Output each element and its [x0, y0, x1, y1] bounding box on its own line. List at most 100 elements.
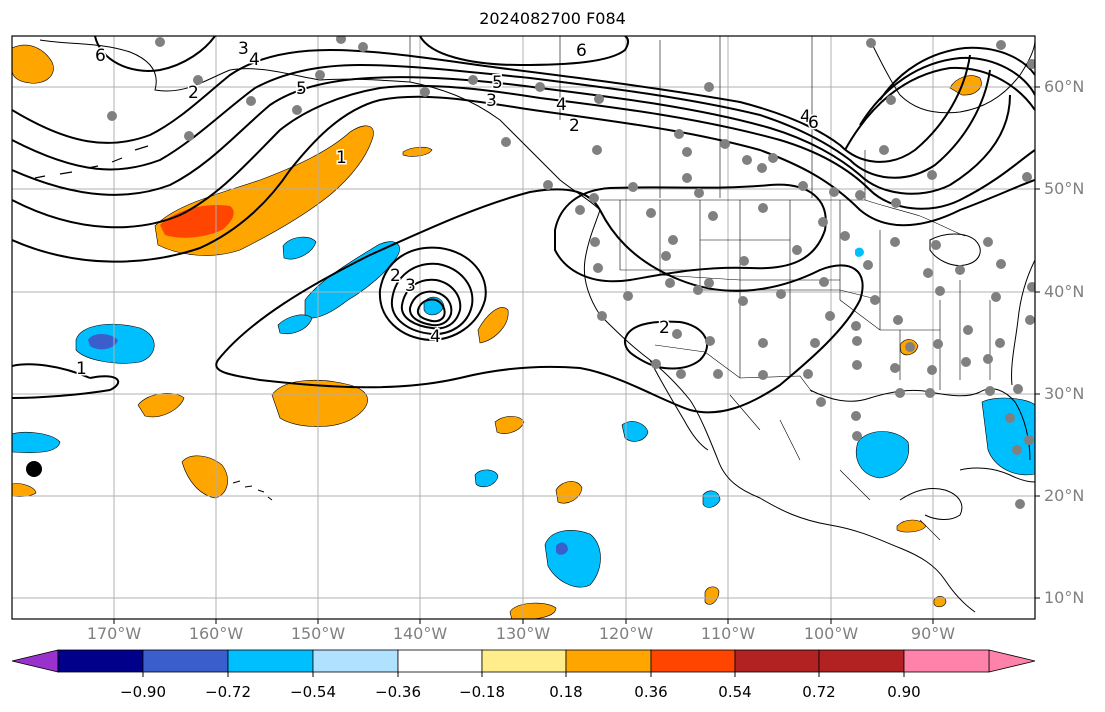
positive-anomaly-northwest [12, 44, 54, 84]
map-title: 2024082700 F084 [479, 9, 626, 28]
colorbar-segment [734, 649, 820, 673]
positive-anomaly-subtropic [494, 416, 525, 434]
mexico-states [729, 394, 941, 541]
contour-label: 2 [188, 83, 199, 103]
hawaii-islands [232, 480, 273, 501]
aleutian-islands [34, 145, 149, 179]
cuba [959, 467, 1035, 483]
contour-label: 5 [492, 73, 503, 93]
strong-negative-anomaly-west [88, 334, 118, 350]
contour-line [390, 262, 474, 336]
positive-anomaly-small-south [933, 596, 947, 608]
negative-anomaly-far-west [12, 431, 61, 453]
contour-label: 4 [800, 107, 811, 127]
state-borders [409, 36, 991, 541]
contour-label: 2 [569, 116, 580, 136]
negative-anomaly-pacific-south [474, 469, 499, 488]
lat-label: 60°N [1044, 77, 1085, 96]
graticule [12, 36, 1035, 619]
negative-anomaly-gulf [856, 431, 910, 479]
colorbar-extend-max [988, 649, 1036, 673]
east-coast [1011, 259, 1035, 386]
black-marker [26, 461, 42, 477]
lon-ticks [113, 619, 934, 624]
station-markers [107, 36, 1035, 509]
colorbar-segment [142, 649, 229, 673]
gulf-coast [809, 388, 1031, 461]
contour-line [378, 246, 487, 342]
west-coast [583, 209, 976, 613]
contour-label: 1 [336, 148, 347, 168]
contour-label: 6 [95, 46, 106, 66]
lon-label: 130°W [495, 624, 551, 643]
positive-anomaly-gulf-alaska [402, 146, 433, 157]
baja-california [649, 359, 709, 451]
strong-negative-anomaly-southern [556, 542, 568, 555]
contour-line [623, 320, 709, 370]
contour-label: 6 [808, 113, 819, 133]
contour-line [400, 278, 462, 330]
contour-line [12, 95, 1035, 263]
lat-ticks [1035, 86, 1040, 599]
lon-label: 160°W [188, 624, 244, 643]
contour-label: 4 [556, 95, 567, 115]
shaded-anomalies [12, 44, 1035, 619]
contour-line [12, 63, 991, 179]
contour-line [12, 363, 120, 399]
lon-label: 90°W [910, 624, 956, 643]
contour-label: 3 [405, 276, 416, 296]
colorbar-segment [57, 649, 144, 673]
colorbar-tick-label: −0.54 [290, 683, 336, 701]
colorbar-segment [227, 649, 314, 673]
positive-anomaly-mexico-coast [704, 586, 720, 605]
colorbar-tick-label: 0.54 [718, 683, 752, 701]
colorbar-tick-label: 0.36 [634, 683, 668, 701]
colorbar-segment [565, 649, 652, 673]
colorbar-tick-label: −0.36 [375, 683, 421, 701]
lat-label: 30°N [1044, 384, 1085, 403]
colorbar-segment [818, 649, 905, 673]
colorbar-segment [481, 649, 567, 673]
canadian-provinces [559, 36, 866, 200]
positive-anomaly-canada-east [949, 75, 982, 96]
contour-line [419, 36, 629, 67]
colorbar-tick-label: −0.18 [459, 683, 505, 701]
lat-label: 10°N [1044, 588, 1085, 607]
lat-label: 50°N [1044, 179, 1085, 198]
colorbar-tick-label: −0.90 [120, 683, 166, 701]
negative-anomaly-small [282, 236, 317, 260]
positive-anomaly-west-edge [12, 483, 37, 497]
contour-label: 2 [659, 318, 670, 338]
contour-label: 4 [430, 327, 441, 347]
contour-line [416, 298, 446, 323]
strong-positive-anomaly [160, 204, 234, 238]
colorbar-tick-label: −0.72 [205, 683, 251, 701]
colorbar-tick-label: 0.72 [802, 683, 836, 701]
contour-line [879, 46, 1035, 101]
contour-line [12, 84, 1035, 229]
lon-label: 110°W [700, 624, 756, 643]
positive-anomaly-bottom [509, 602, 557, 619]
colorbar-segment [903, 649, 990, 673]
contour-label: 6 [576, 41, 587, 61]
lon-label: 120°W [598, 624, 654, 643]
lat-label: 20°N [1044, 486, 1085, 505]
negative-anomaly-florida [981, 397, 1035, 476]
colorbar-segment [650, 649, 736, 673]
colorbar-extend-min [11, 649, 59, 673]
contour-line [12, 76, 1011, 196]
map-plot: 1 1 2 2 2 2 3 3 3 4 4 4 4 5 5 6 6 6 [12, 36, 1035, 619]
contour-line [554, 183, 827, 283]
contour-label: 3 [238, 39, 249, 59]
lon-label: 170°W [86, 624, 142, 643]
lon-label: 100°W [803, 624, 859, 643]
positive-anomaly-south [555, 481, 583, 504]
contour-line [215, 188, 864, 414]
colorbar-ticks [142, 672, 905, 677]
contour-label: 4 [249, 50, 260, 70]
negative-anomaly-pacific-mid [621, 421, 649, 442]
negative-anomaly-southern [544, 530, 601, 588]
coastlines [34, 39, 1035, 613]
colorbar [11, 649, 1036, 673]
